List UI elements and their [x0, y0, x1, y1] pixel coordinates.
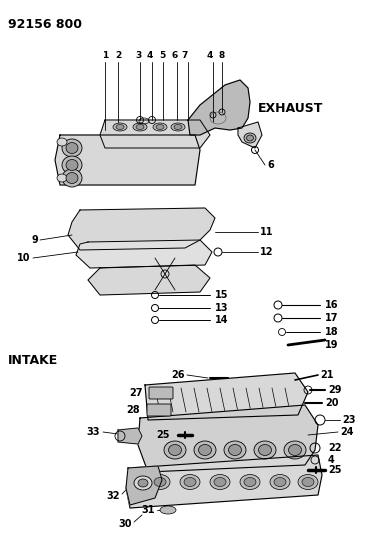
- FancyBboxPatch shape: [147, 404, 171, 416]
- Text: 13: 13: [215, 303, 229, 313]
- Ellipse shape: [240, 474, 260, 489]
- Ellipse shape: [180, 474, 200, 489]
- Text: 24: 24: [340, 427, 354, 437]
- Polygon shape: [68, 208, 215, 250]
- Text: 10: 10: [16, 253, 30, 263]
- Text: 31: 31: [141, 505, 155, 515]
- Text: 17: 17: [325, 313, 339, 323]
- Ellipse shape: [113, 123, 127, 131]
- Ellipse shape: [66, 159, 78, 171]
- Text: EXHAUST: EXHAUST: [258, 101, 323, 115]
- Text: 22: 22: [328, 443, 342, 453]
- Ellipse shape: [154, 478, 166, 487]
- Ellipse shape: [174, 125, 182, 130]
- Text: INTAKE: INTAKE: [8, 353, 58, 367]
- FancyBboxPatch shape: [149, 387, 173, 399]
- Polygon shape: [126, 466, 162, 505]
- Text: 8: 8: [219, 51, 225, 60]
- Ellipse shape: [62, 156, 82, 174]
- Ellipse shape: [198, 445, 211, 456]
- Ellipse shape: [160, 506, 176, 514]
- Text: 1: 1: [102, 51, 108, 60]
- Ellipse shape: [66, 142, 78, 154]
- Ellipse shape: [184, 478, 196, 487]
- Text: 92156 800: 92156 800: [8, 18, 82, 31]
- Text: 3: 3: [135, 51, 141, 60]
- Text: 29: 29: [328, 385, 342, 395]
- Ellipse shape: [244, 133, 256, 143]
- Ellipse shape: [150, 474, 170, 489]
- Ellipse shape: [298, 474, 318, 489]
- Text: 32: 32: [106, 491, 120, 501]
- Polygon shape: [238, 122, 262, 148]
- Ellipse shape: [153, 123, 167, 131]
- Text: 25: 25: [328, 465, 342, 475]
- Ellipse shape: [214, 478, 226, 487]
- Polygon shape: [118, 428, 142, 444]
- Polygon shape: [88, 265, 210, 295]
- Text: 6: 6: [267, 160, 274, 170]
- Polygon shape: [55, 135, 200, 185]
- Text: 4: 4: [328, 455, 335, 465]
- Text: 6: 6: [172, 51, 178, 60]
- Ellipse shape: [134, 476, 152, 490]
- Text: 9: 9: [31, 235, 38, 245]
- Text: 25: 25: [157, 430, 170, 440]
- Ellipse shape: [244, 478, 256, 487]
- Ellipse shape: [288, 445, 301, 456]
- Text: 30: 30: [118, 519, 132, 529]
- Ellipse shape: [224, 441, 246, 459]
- Ellipse shape: [116, 125, 124, 130]
- Ellipse shape: [66, 173, 78, 183]
- Ellipse shape: [57, 138, 67, 146]
- Ellipse shape: [57, 174, 67, 182]
- Ellipse shape: [138, 479, 148, 487]
- Ellipse shape: [164, 441, 186, 459]
- Ellipse shape: [254, 441, 276, 459]
- Ellipse shape: [194, 441, 216, 459]
- Ellipse shape: [169, 445, 182, 456]
- Polygon shape: [100, 120, 210, 148]
- Text: 20: 20: [325, 398, 339, 408]
- Text: 4: 4: [147, 51, 153, 60]
- Polygon shape: [126, 455, 322, 508]
- Ellipse shape: [259, 445, 272, 456]
- Text: 15: 15: [215, 290, 229, 300]
- Text: 14: 14: [215, 315, 229, 325]
- Text: 4: 4: [207, 51, 213, 60]
- Ellipse shape: [171, 123, 185, 131]
- Polygon shape: [188, 80, 250, 135]
- Text: 28: 28: [126, 405, 140, 415]
- Ellipse shape: [302, 478, 314, 487]
- Text: 33: 33: [87, 427, 100, 437]
- Ellipse shape: [210, 474, 230, 489]
- Ellipse shape: [62, 169, 82, 187]
- Ellipse shape: [247, 135, 254, 141]
- Text: 26: 26: [172, 370, 185, 380]
- Text: 2: 2: [115, 51, 121, 60]
- Text: 23: 23: [342, 415, 355, 425]
- Text: 7: 7: [182, 51, 188, 60]
- Text: 27: 27: [129, 388, 143, 398]
- Ellipse shape: [156, 125, 164, 130]
- Ellipse shape: [62, 139, 82, 157]
- Text: 18: 18: [325, 327, 339, 337]
- Ellipse shape: [229, 445, 242, 456]
- Polygon shape: [145, 373, 308, 420]
- Ellipse shape: [274, 478, 286, 487]
- Polygon shape: [138, 405, 318, 472]
- Ellipse shape: [284, 441, 306, 459]
- Text: 16: 16: [325, 300, 339, 310]
- Text: 21: 21: [320, 370, 334, 380]
- Ellipse shape: [133, 123, 147, 131]
- Text: 19: 19: [325, 340, 339, 350]
- Polygon shape: [76, 240, 212, 268]
- Ellipse shape: [136, 125, 144, 130]
- Text: 11: 11: [260, 227, 273, 237]
- Text: 12: 12: [260, 247, 273, 257]
- Ellipse shape: [270, 474, 290, 489]
- Text: 5: 5: [159, 51, 165, 60]
